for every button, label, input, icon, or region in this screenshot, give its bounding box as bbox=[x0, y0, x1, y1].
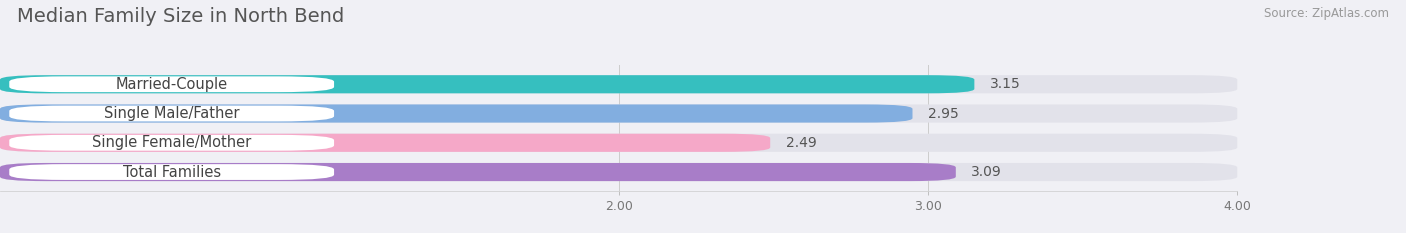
FancyBboxPatch shape bbox=[0, 163, 1237, 181]
Text: 2.49: 2.49 bbox=[786, 136, 817, 150]
FancyBboxPatch shape bbox=[0, 75, 1237, 93]
Text: Median Family Size in North Bend: Median Family Size in North Bend bbox=[17, 7, 344, 26]
Text: Total Families: Total Families bbox=[122, 164, 221, 180]
FancyBboxPatch shape bbox=[10, 164, 335, 180]
Text: 3.09: 3.09 bbox=[972, 165, 1002, 179]
FancyBboxPatch shape bbox=[0, 104, 1237, 123]
FancyBboxPatch shape bbox=[0, 75, 974, 93]
FancyBboxPatch shape bbox=[0, 134, 1237, 152]
FancyBboxPatch shape bbox=[10, 106, 335, 121]
Text: Married-Couple: Married-Couple bbox=[115, 77, 228, 92]
Text: Single Male/Father: Single Male/Father bbox=[104, 106, 239, 121]
Text: 2.95: 2.95 bbox=[928, 106, 959, 120]
FancyBboxPatch shape bbox=[0, 163, 956, 181]
Text: 3.15: 3.15 bbox=[990, 77, 1021, 91]
Text: Single Female/Mother: Single Female/Mother bbox=[91, 135, 252, 150]
FancyBboxPatch shape bbox=[0, 134, 770, 152]
FancyBboxPatch shape bbox=[10, 135, 335, 151]
Text: Source: ZipAtlas.com: Source: ZipAtlas.com bbox=[1264, 7, 1389, 20]
FancyBboxPatch shape bbox=[0, 104, 912, 123]
FancyBboxPatch shape bbox=[10, 76, 335, 92]
